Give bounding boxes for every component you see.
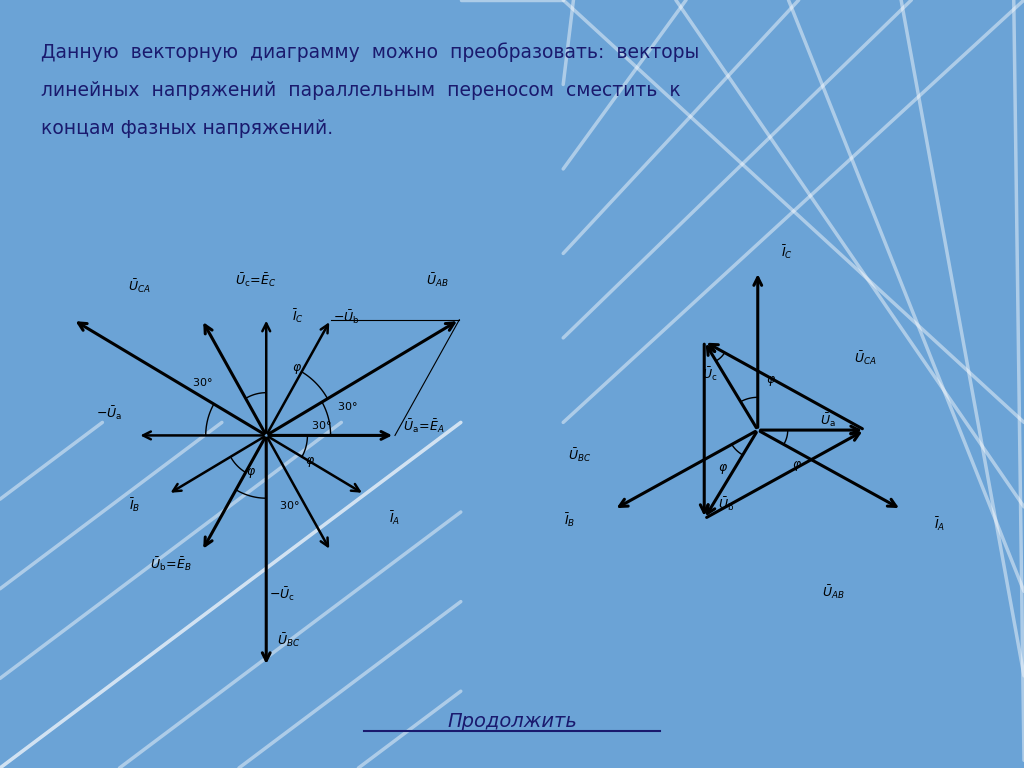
- Text: $\varphi$: $\varphi$: [305, 455, 315, 469]
- Text: $-\bar{U}_\mathrm{a}$: $-\bar{U}_\mathrm{a}$: [95, 405, 122, 422]
- Text: $\bar{I}_C$: $\bar{I}_C$: [292, 307, 304, 325]
- Text: $\varphi$: $\varphi$: [246, 466, 256, 480]
- Text: $\bar{U}_\mathrm{a}\!=\!\bar{E}_A$: $\bar{U}_\mathrm{a}\!=\!\bar{E}_A$: [402, 417, 444, 435]
- Text: $\bar{U}_{BC}$: $\bar{U}_{BC}$: [276, 631, 300, 649]
- Text: линейных  напряжений  параллельным  переносом  сместить  к: линейных напряжений параллельным перенос…: [41, 81, 681, 100]
- Text: $\bar{U}_\mathrm{c}\!=\!\bar{E}_C$: $\bar{U}_\mathrm{c}\!=\!\bar{E}_C$: [236, 271, 276, 289]
- Text: $\varphi$: $\varphi$: [766, 374, 775, 388]
- Text: $\varphi$: $\varphi$: [718, 462, 728, 476]
- Text: $\bar{I}_B$: $\bar{I}_B$: [564, 511, 575, 529]
- Text: концам фазных напряжений.: концам фазных напряжений.: [41, 119, 333, 138]
- Text: $-\bar{U}_\mathrm{b}$: $-\bar{U}_\mathrm{b}$: [333, 308, 359, 326]
- Text: $\bar{I}_C$: $\bar{I}_C$: [781, 243, 794, 261]
- Text: $\bar{U}_\mathrm{c}$: $\bar{U}_\mathrm{c}$: [701, 365, 717, 382]
- Text: $\bar{I}_B$: $\bar{I}_B$: [129, 496, 140, 514]
- Text: Продолжить: Продолжить: [447, 712, 577, 731]
- Text: $\bar{U}_{BC}$: $\bar{U}_{BC}$: [568, 447, 592, 465]
- Text: $\bar{U}_{AB}$: $\bar{U}_{AB}$: [426, 271, 450, 289]
- Text: $\bar{I}_A$: $\bar{I}_A$: [934, 515, 945, 533]
- Text: $30°$: $30°$: [311, 419, 332, 431]
- Text: $\varphi$: $\varphi$: [292, 362, 302, 376]
- Text: $30°$: $30°$: [280, 499, 300, 511]
- Text: $\varphi$: $\varphi$: [792, 459, 802, 473]
- Text: $30°$: $30°$: [191, 376, 212, 388]
- Text: $\bar{U}_\mathrm{b}$: $\bar{U}_\mathrm{b}$: [718, 495, 734, 512]
- Text: $\bar{U}_{AB}$: $\bar{U}_{AB}$: [822, 584, 845, 601]
- Text: $30°$: $30°$: [337, 400, 357, 412]
- Text: $\bar{I}_A$: $\bar{I}_A$: [388, 509, 399, 527]
- Text: Данную  векторную  диаграмму  можно  преобразовать:  векторы: Данную векторную диаграмму можно преобра…: [41, 42, 699, 62]
- Text: $\bar{U}_\mathrm{b}\!=\!\bar{E}_B$: $\bar{U}_\mathrm{b}\!=\!\bar{E}_B$: [150, 555, 191, 573]
- Text: $\bar{U}_\mathrm{a}$: $\bar{U}_\mathrm{a}$: [820, 411, 836, 429]
- Text: $\bar{U}_{CA}$: $\bar{U}_{CA}$: [854, 349, 877, 367]
- Text: $-\bar{U}_\mathrm{c}$: $-\bar{U}_\mathrm{c}$: [268, 585, 295, 603]
- Text: $\bar{U}_{CA}$: $\bar{U}_{CA}$: [128, 277, 151, 295]
